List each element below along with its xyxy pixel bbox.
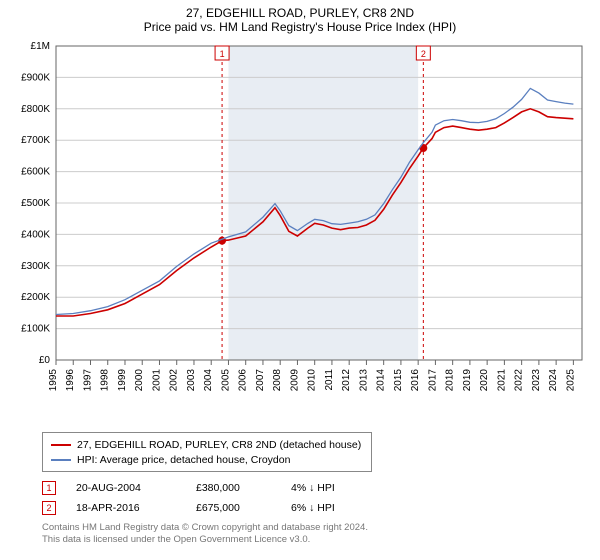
chart-container: 27, EDGEHILL ROAD, PURLEY, CR8 2ND Price… (0, 0, 600, 551)
svg-text:2012: 2012 (341, 369, 352, 392)
legend-label-hpi: HPI: Average price, detached house, Croy… (77, 454, 290, 466)
legend-swatch-property (51, 444, 71, 446)
legend-swatch-hpi (51, 459, 71, 461)
chart-title: 27, EDGEHILL ROAD, PURLEY, CR8 2ND (12, 6, 588, 20)
svg-text:2021: 2021 (496, 369, 507, 392)
svg-text:£700K: £700K (21, 135, 50, 146)
svg-text:2006: 2006 (238, 369, 249, 392)
event-marker-icon: 1 (42, 481, 56, 495)
svg-text:£800K: £800K (21, 104, 50, 115)
svg-text:2014: 2014 (376, 369, 387, 392)
svg-text:2023: 2023 (531, 369, 542, 392)
attribution-text: Contains HM Land Registry data © Crown c… (42, 522, 588, 547)
svg-text:2004: 2004 (203, 369, 214, 392)
event-price: £675,000 (196, 502, 271, 514)
event-row: 1 20-AUG-2004 £380,000 4% ↓ HPI (42, 478, 588, 498)
svg-text:£900K: £900K (21, 72, 50, 83)
legend-row-property: 27, EDGEHILL ROAD, PURLEY, CR8 2ND (deta… (51, 437, 363, 452)
svg-text:1: 1 (220, 49, 225, 59)
svg-text:£0: £0 (39, 355, 51, 366)
svg-text:2000: 2000 (134, 369, 145, 392)
event-date: 20-AUG-2004 (76, 482, 176, 494)
svg-text:2001: 2001 (151, 369, 162, 392)
svg-text:2010: 2010 (307, 369, 318, 392)
svg-text:2008: 2008 (272, 369, 283, 392)
svg-text:1998: 1998 (100, 369, 111, 392)
svg-text:2025: 2025 (565, 369, 576, 392)
svg-text:2002: 2002 (169, 369, 180, 392)
svg-text:1999: 1999 (117, 369, 128, 392)
svg-text:2005: 2005 (220, 369, 231, 392)
svg-text:2013: 2013 (358, 369, 369, 392)
chart-svg: £0 £100K £200K £300K £400K £500K £600K £700K £80… (12, 40, 588, 426)
svg-text:£200K: £200K (21, 292, 50, 303)
chart-plot-area: £0 £100K £200K £300K £400K £500K £600K £700K £80… (12, 40, 588, 426)
svg-text:2009: 2009 (289, 369, 300, 392)
events-table: 1 20-AUG-2004 £380,000 4% ↓ HPI 2 18-APR… (42, 478, 588, 518)
svg-text:£600K: £600K (21, 167, 50, 178)
svg-text:2018: 2018 (445, 369, 456, 392)
svg-text:2: 2 (421, 49, 426, 59)
legend-label-property: 27, EDGEHILL ROAD, PURLEY, CR8 2ND (deta… (77, 439, 361, 451)
event-price: £380,000 (196, 482, 271, 494)
svg-text:2011: 2011 (324, 369, 335, 391)
event-date: 18-APR-2016 (76, 502, 176, 514)
svg-text:2007: 2007 (255, 369, 266, 392)
svg-text:1996: 1996 (65, 369, 76, 392)
svg-text:2020: 2020 (479, 369, 490, 392)
svg-text:2003: 2003 (186, 369, 197, 392)
svg-text:1995: 1995 (48, 369, 59, 392)
svg-text:£500K: £500K (21, 198, 50, 209)
event-delta: 6% ↓ HPI (291, 502, 335, 514)
chart-subtitle: Price paid vs. HM Land Registry's House … (12, 20, 588, 34)
event-row: 2 18-APR-2016 £675,000 6% ↓ HPI (42, 498, 588, 518)
svg-text:£300K: £300K (21, 261, 50, 272)
svg-text:£1M: £1M (31, 41, 50, 52)
svg-text:2016: 2016 (410, 369, 421, 392)
svg-text:2017: 2017 (427, 369, 438, 392)
svg-text:2015: 2015 (393, 369, 404, 392)
event-delta: 4% ↓ HPI (291, 482, 335, 494)
svg-text:2024: 2024 (548, 369, 559, 392)
svg-text:1997: 1997 (82, 369, 93, 392)
svg-text:2019: 2019 (462, 369, 473, 392)
legend-box: 27, EDGEHILL ROAD, PURLEY, CR8 2ND (deta… (42, 432, 372, 472)
svg-text:£100K: £100K (21, 324, 50, 335)
event-marker-icon: 2 (42, 501, 56, 515)
svg-text:£400K: £400K (21, 229, 50, 240)
legend-row-hpi: HPI: Average price, detached house, Croy… (51, 452, 363, 467)
svg-text:2022: 2022 (514, 369, 525, 392)
